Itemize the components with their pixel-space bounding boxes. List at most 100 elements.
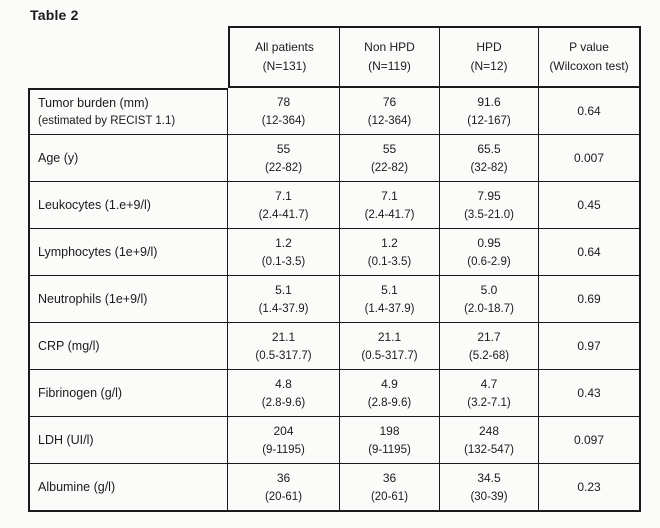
row-label-cell-fibrinogen: Fibrinogen (g/l) <box>28 370 228 417</box>
cell-hpd: 91.6 (12-167) <box>440 88 539 135</box>
row-label-cell-age: Age (y) <box>28 135 228 182</box>
cell-non-hpd: 36 (20-61) <box>340 464 440 512</box>
median-value: 34.5 <box>477 471 501 485</box>
header-label: P value <box>569 40 609 54</box>
range-value: (0.5-317.7) <box>361 350 418 362</box>
row-label: Age (y) <box>38 151 79 165</box>
median-value: 55 <box>382 142 397 156</box>
table-title: Table 2 <box>30 7 79 23</box>
header-test-name: (Wilcoxon test) <box>549 59 629 73</box>
cell-hpd: 4.7 (3.2-7.1) <box>440 370 539 417</box>
cell-p-value: 0.69 <box>539 276 641 323</box>
median-value: 7.1 <box>275 189 292 203</box>
median-value: 4.8 <box>275 377 292 391</box>
cell-non-hpd: 21.1 (0.5-317.7) <box>340 323 440 370</box>
median-value: 5.1 <box>381 283 398 297</box>
range-value: (2.4-41.7) <box>258 209 309 221</box>
cell-all-patients: 5.1 (1.4-37.9) <box>228 276 340 323</box>
row-label-cell-crp: CRP (mg/l) <box>28 323 228 370</box>
range-value: (2.0-18.7) <box>464 303 514 315</box>
header-label: All patients <box>255 40 314 54</box>
median-value: 0.95 <box>477 236 501 250</box>
range-value: (1.4-37.9) <box>364 303 415 315</box>
row-label: Fibrinogen (g/l) <box>38 386 123 400</box>
header-label: HPD <box>476 40 502 54</box>
range-value: (2.4-41.7) <box>364 209 415 221</box>
range-value: (20-61) <box>370 491 409 503</box>
range-value: (12-364) <box>261 115 306 127</box>
range-value: (32-82) <box>470 162 508 174</box>
median-value: 248 <box>478 424 500 438</box>
range-value: (9-1195) <box>368 444 411 456</box>
median-value: 7.95 <box>477 189 501 203</box>
median-value: 4.7 <box>480 377 498 391</box>
data-table: All patients (N=131) Non HPD (N=119) HPD… <box>28 26 641 512</box>
range-value: (30-39) <box>470 491 508 503</box>
cell-non-hpd: 76 (12-364) <box>340 88 440 135</box>
cell-hpd: 248 (132-547) <box>440 417 539 464</box>
row-label: Neutrophils (1e+9/l) <box>38 292 148 306</box>
cell-non-hpd: 5.1 (1.4-37.9) <box>340 276 440 323</box>
cell-p-value: 0.43 <box>539 370 641 417</box>
row-label: Albumine (g/l) <box>38 480 116 494</box>
p-value: 0.45 <box>577 198 601 212</box>
median-value: 36 <box>276 471 291 485</box>
header-n-count: (N=119) <box>368 59 411 73</box>
median-value: 65.5 <box>477 142 501 156</box>
median-value: 21.1 <box>377 330 402 344</box>
cell-all-patients: 55 (22-82) <box>228 135 340 182</box>
row-label-cell-lymphocytes: Lymphocytes (1e+9/l) <box>28 229 228 276</box>
cell-non-hpd: 55 (22-82) <box>340 135 440 182</box>
p-value: 0.43 <box>577 386 601 400</box>
range-value: (12-167) <box>467 115 511 127</box>
median-value: 7.1 <box>381 189 398 203</box>
range-value: (2.8-9.6) <box>367 397 412 409</box>
cell-all-patients: 21.1 (0.5-317.7) <box>228 323 340 370</box>
row-label: Lymphocytes (1e+9/l) <box>38 245 158 259</box>
p-value: 0.64 <box>577 104 601 118</box>
header-label: Non HPD <box>364 40 415 54</box>
cell-all-patients: 7.1 (2.4-41.7) <box>228 182 340 229</box>
cell-all-patients: 4.8 (2.8-9.6) <box>228 370 340 417</box>
range-value: (0.1-3.5) <box>261 256 306 268</box>
range-value: (0.5-317.7) <box>255 350 312 362</box>
cell-non-hpd: 4.9 (2.8-9.6) <box>340 370 440 417</box>
median-value: 4.9 <box>381 377 398 391</box>
median-value: 5.0 <box>480 283 498 297</box>
range-value: (9-1195) <box>262 444 305 456</box>
header-cell-all-patients: All patients (N=131) <box>228 26 340 88</box>
cell-hpd: 34.5 (30-39) <box>440 464 539 512</box>
header-cell-p-value: P value (Wilcoxon test) <box>539 26 641 88</box>
row-label: CRP (mg/l) <box>38 339 100 353</box>
median-value: 1.2 <box>275 236 292 250</box>
row-label: Leukocytes (1.e+9/l) <box>38 198 151 212</box>
median-value: 21.1 <box>271 330 296 344</box>
cell-p-value: 0.97 <box>539 323 641 370</box>
row-label-cell-leukocytes: Leukocytes (1.e+9/l) <box>28 182 228 229</box>
cell-hpd: 65.5 (32-82) <box>440 135 539 182</box>
row-sublabel: (estimated by RECIST 1.1) <box>38 115 176 127</box>
cell-p-value: 0.007 <box>539 135 641 182</box>
median-value: 204 <box>273 424 294 438</box>
cell-hpd: 7.95 (3.5-21.0) <box>440 182 539 229</box>
row-label-cell-albumine: Albumine (g/l) <box>28 464 228 512</box>
cell-p-value: 0.64 <box>539 88 641 135</box>
p-value: 0.007 <box>573 151 605 165</box>
p-value: 0.64 <box>577 245 601 259</box>
row-label-cell-neutrophils: Neutrophils (1e+9/l) <box>28 276 228 323</box>
median-value: 91.6 <box>477 95 501 109</box>
range-value: (3.5-21.0) <box>464 209 514 221</box>
cell-hpd: 21.7 (5.2-68) <box>440 323 539 370</box>
header-corner-cell <box>28 26 228 88</box>
p-value: 0.097 <box>573 433 605 447</box>
cell-all-patients: 204 (9-1195) <box>228 417 340 464</box>
row-label-cell-ldh: LDH (UI/l) <box>28 417 228 464</box>
cell-p-value: 0.64 <box>539 229 641 276</box>
p-value: 0.23 <box>577 480 601 494</box>
cell-p-value: 0.097 <box>539 417 641 464</box>
range-value: (0.1-3.5) <box>367 256 412 268</box>
median-value: 198 <box>379 424 400 438</box>
range-value: (1.4-37.9) <box>258 303 309 315</box>
p-value: 0.97 <box>577 339 601 353</box>
row-label-cell-tumor-burden: Tumor burden (mm) (estimated by RECIST 1… <box>28 88 228 135</box>
